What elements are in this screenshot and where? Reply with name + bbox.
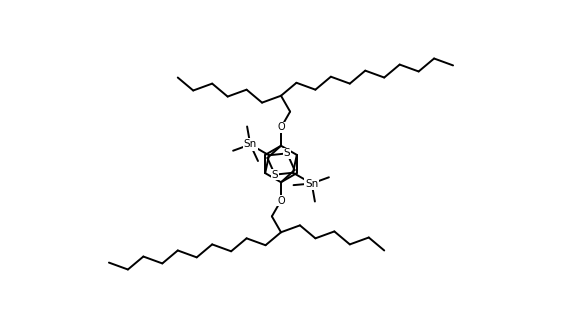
Text: O: O bbox=[277, 122, 285, 133]
Text: S: S bbox=[284, 148, 291, 158]
Text: Sn: Sn bbox=[305, 178, 318, 189]
Text: O: O bbox=[277, 195, 285, 206]
Text: Sn: Sn bbox=[244, 139, 257, 150]
Text: S: S bbox=[271, 170, 278, 180]
